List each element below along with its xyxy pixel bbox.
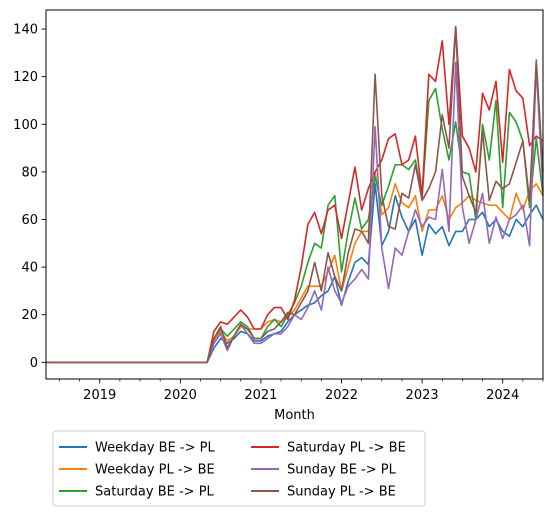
series-line-1 xyxy=(46,182,544,364)
legend-label-1: Weekday BE -> PL xyxy=(95,441,215,456)
legend-box xyxy=(52,430,426,507)
x-axis: 2019 2020 2021 2022 2023 2024 xyxy=(59,379,544,403)
series-line-3 xyxy=(46,87,544,364)
y-axis: 0 20 40 60 80 100 120 140 xyxy=(13,23,46,371)
legend-label-4: Saturday PL -> BE xyxy=(287,441,406,456)
x-tick-label: 2019 xyxy=(83,388,116,403)
y-tick-label: 100 xyxy=(13,118,38,133)
y-tick-label: 120 xyxy=(13,70,38,85)
plot-frame xyxy=(45,9,544,380)
x-tick-label: 2023 xyxy=(406,388,439,403)
x-tick-label: 2024 xyxy=(486,388,519,403)
legend: Weekday BE -> PL Weekday PL -> BE Saturday… xyxy=(52,430,426,507)
series-line-5 xyxy=(46,61,544,364)
series-lines xyxy=(46,25,544,364)
x-tick-label: 2020 xyxy=(164,388,197,403)
legend-entries: Weekday BE -> PL Weekday PL -> BE Saturday… xyxy=(59,441,406,500)
y-tick-label: 20 xyxy=(21,308,38,323)
x-tick-label: 2022 xyxy=(325,388,358,403)
x-tick-label: 2021 xyxy=(244,388,277,403)
y-tick-label: 60 xyxy=(21,213,38,228)
y-tick-label: 80 xyxy=(21,165,38,180)
y-tick-label: 40 xyxy=(21,261,38,276)
x-axis-label: Month xyxy=(274,408,315,423)
series-line-6 xyxy=(46,25,544,364)
legend-label-3: Saturday BE -> PL xyxy=(95,485,215,500)
series-line-2 xyxy=(46,171,544,364)
legend-label-6: Sunday PL -> BE xyxy=(287,485,396,500)
legend-label-5: Sunday BE -> PL xyxy=(287,463,397,478)
legend-label-2: Weekday PL -> BE xyxy=(95,463,215,478)
y-tick-label: 0 xyxy=(30,356,38,371)
y-tick-label: 140 xyxy=(13,23,38,38)
